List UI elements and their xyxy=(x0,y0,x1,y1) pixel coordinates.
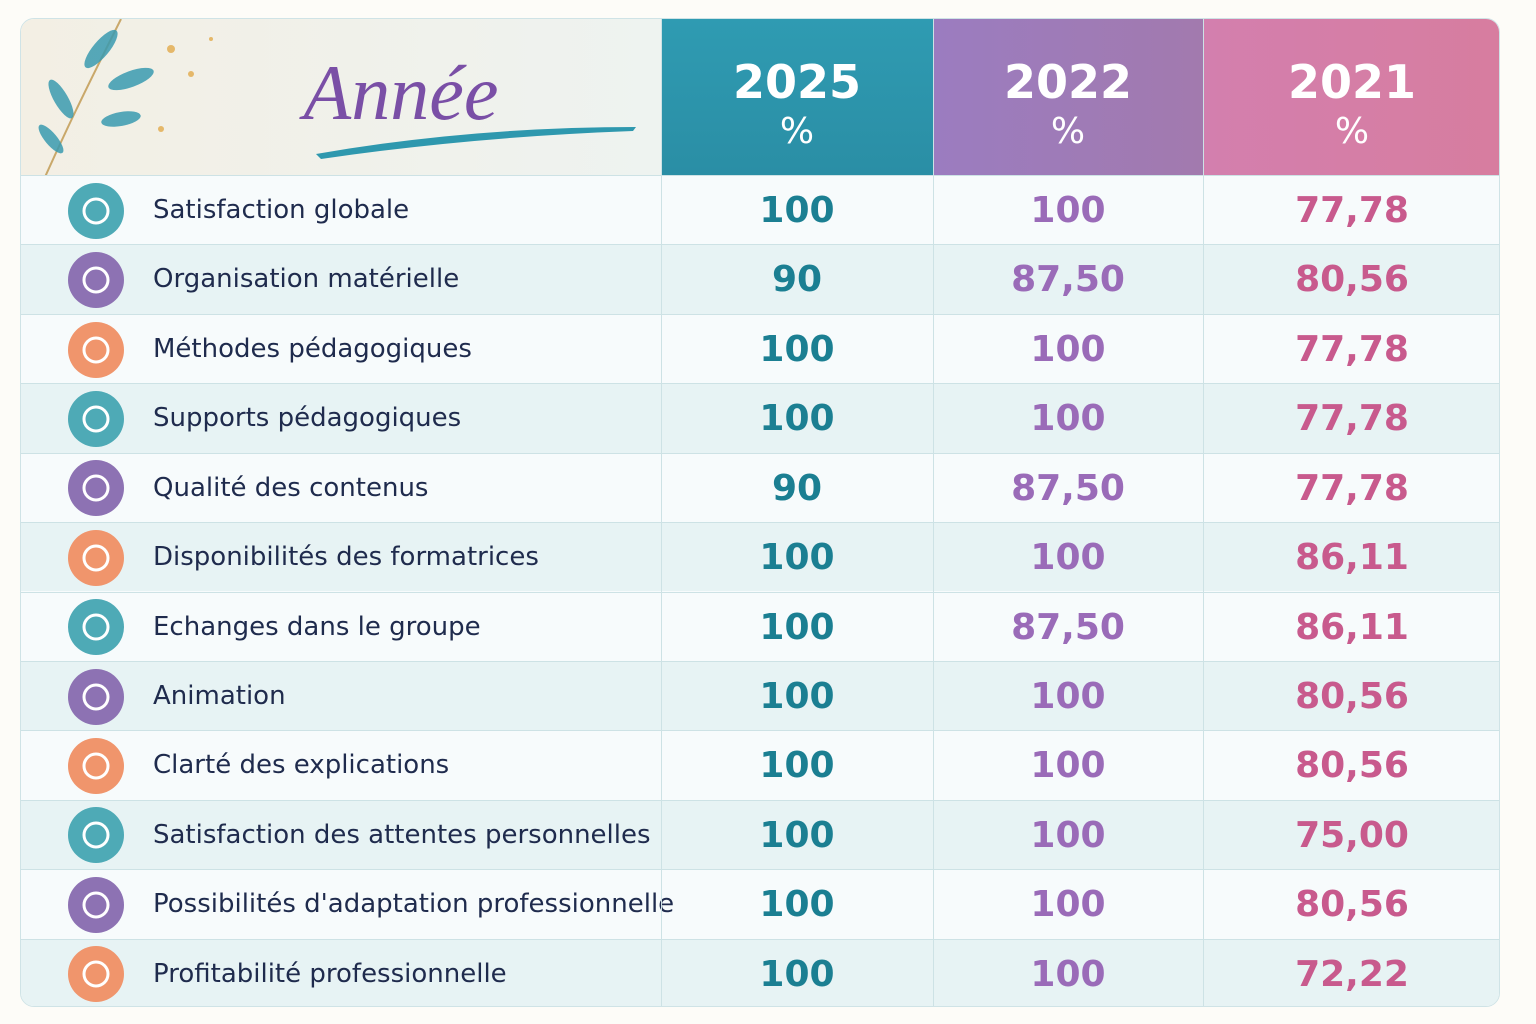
column-divider xyxy=(1203,19,1204,1006)
row-label: Echanges dans le groupe xyxy=(153,611,481,642)
cell-value: 100 xyxy=(759,190,835,231)
row-label: Méthodes pédagogiques xyxy=(153,333,472,364)
cell-value: 90 xyxy=(771,467,823,509)
row-icon xyxy=(68,599,124,656)
row-icon xyxy=(68,807,124,864)
table: Année 2025% 2022% 2021% Satisfaction global… xyxy=(20,18,1500,1007)
row-icon xyxy=(68,529,124,586)
cell-value: 100 xyxy=(1030,884,1106,926)
cell-value: 86,11 xyxy=(1295,606,1409,648)
cell-value: 77,78 xyxy=(1295,190,1409,231)
unit: % xyxy=(1050,111,1086,152)
row-icon xyxy=(68,182,124,239)
cell-value: 87,50 xyxy=(1011,606,1125,648)
cell-value: 80,56 xyxy=(1295,884,1409,926)
cell-value: 100 xyxy=(759,537,835,579)
row-icon xyxy=(68,876,124,933)
cell-value: 72,22 xyxy=(1295,953,1409,995)
cell-value: 100 xyxy=(1030,398,1106,440)
cell-value: 100 xyxy=(759,675,835,717)
row-label: Possibilités d'adaptation professionnell… xyxy=(153,889,675,920)
table-row: Satisfaction globale 100 100 77,78 xyxy=(21,175,1499,245)
cell-value: 77,78 xyxy=(1295,398,1409,440)
cell-value: 100 xyxy=(759,606,835,648)
title-cell: Année xyxy=(21,19,661,210)
row-label: Supports pédagogiques xyxy=(153,403,462,434)
table-row: Possibilités d'adaptation professionnell… xyxy=(21,869,1499,939)
row-icon xyxy=(68,390,124,447)
cell-value: 100 xyxy=(1030,190,1106,231)
cell-value: 86,11 xyxy=(1295,537,1409,579)
row-label: Satisfaction des attentes personnelles xyxy=(153,819,651,850)
row-icon xyxy=(68,668,124,725)
cell-value: 77,78 xyxy=(1295,467,1409,509)
cell-value: 87,50 xyxy=(1011,259,1125,301)
cell-value: 80,56 xyxy=(1295,675,1409,717)
year: 2025 xyxy=(732,55,862,109)
cell-value: 100 xyxy=(759,398,835,440)
cell-value: 100 xyxy=(759,328,835,370)
cell-value: 80,56 xyxy=(1295,259,1409,301)
row-icon xyxy=(68,460,124,517)
cell-value: 100 xyxy=(1030,745,1106,787)
table-row: Profitabilité professionnelle 100 100 72,22 xyxy=(21,938,1499,1006)
cell-value: 100 xyxy=(1030,675,1106,717)
table-row: Echanges dans le groupe 100 87,50 86,11 xyxy=(21,591,1499,661)
decoration: Année xyxy=(30,19,636,210)
table-row: Satisfaction des attentes personnelles 10… xyxy=(21,799,1499,870)
row-label: Profitabilité professionnelle xyxy=(153,958,507,989)
row-label: Satisfaction globale xyxy=(153,195,410,225)
cell-value: 75,00 xyxy=(1295,814,1409,856)
row-label: Disponibilités des formatrices xyxy=(153,542,539,573)
column-header: 2022% xyxy=(933,19,1203,175)
column-divider xyxy=(933,19,934,1006)
cell-value: 80,56 xyxy=(1295,745,1409,787)
row-label: Clarté des explications xyxy=(153,750,450,781)
title: Année xyxy=(299,49,499,136)
cell-value: 100 xyxy=(759,814,835,856)
row-icon xyxy=(68,321,124,378)
cell-value: 100 xyxy=(759,884,835,926)
row-label: Organisation matérielle xyxy=(153,264,460,295)
year: 2022 xyxy=(1003,55,1133,109)
table-row: Supports pédagogiques 100 100 77,78 xyxy=(21,383,1499,453)
column-header: 2025% xyxy=(661,19,933,175)
cell-value: 100 xyxy=(759,745,835,787)
column-header: 2021% xyxy=(1203,19,1499,175)
cell-value: 100 xyxy=(759,953,835,995)
table-row: Clarté des explications 100 100 80,56 xyxy=(21,730,1499,800)
table-row: Disponibilités des formatrices 100 100 86,1… xyxy=(21,522,1499,592)
row-icon xyxy=(68,946,124,1003)
table-row: Méthodes pédagogiques 100 100 77,78 xyxy=(21,313,1499,384)
table-row: Animation 100 100 80,56 xyxy=(21,660,1499,731)
cell-value: 90 xyxy=(771,259,823,301)
cell-value: 87,50 xyxy=(1011,467,1125,509)
unit: % xyxy=(1334,111,1370,152)
cell-value: 100 xyxy=(1030,953,1106,995)
row-icon xyxy=(68,738,124,795)
column-divider xyxy=(661,19,662,1006)
row-label: Animation xyxy=(153,680,286,711)
cell-value: 77,78 xyxy=(1295,328,1409,370)
year: 2021 xyxy=(1287,55,1417,109)
cell-value: 100 xyxy=(1030,328,1106,370)
cell-value: 100 xyxy=(1030,814,1106,856)
table-row: Organisation matérielle 90 87,50 80,56 xyxy=(21,244,1499,314)
row-icon xyxy=(68,252,124,309)
cell-value: 100 xyxy=(1030,537,1106,579)
table-row: Qualité des contenus 90 87,50 77,78 xyxy=(21,452,1499,523)
row-label: Qualité des contenus xyxy=(153,472,429,503)
unit: % xyxy=(779,111,815,152)
